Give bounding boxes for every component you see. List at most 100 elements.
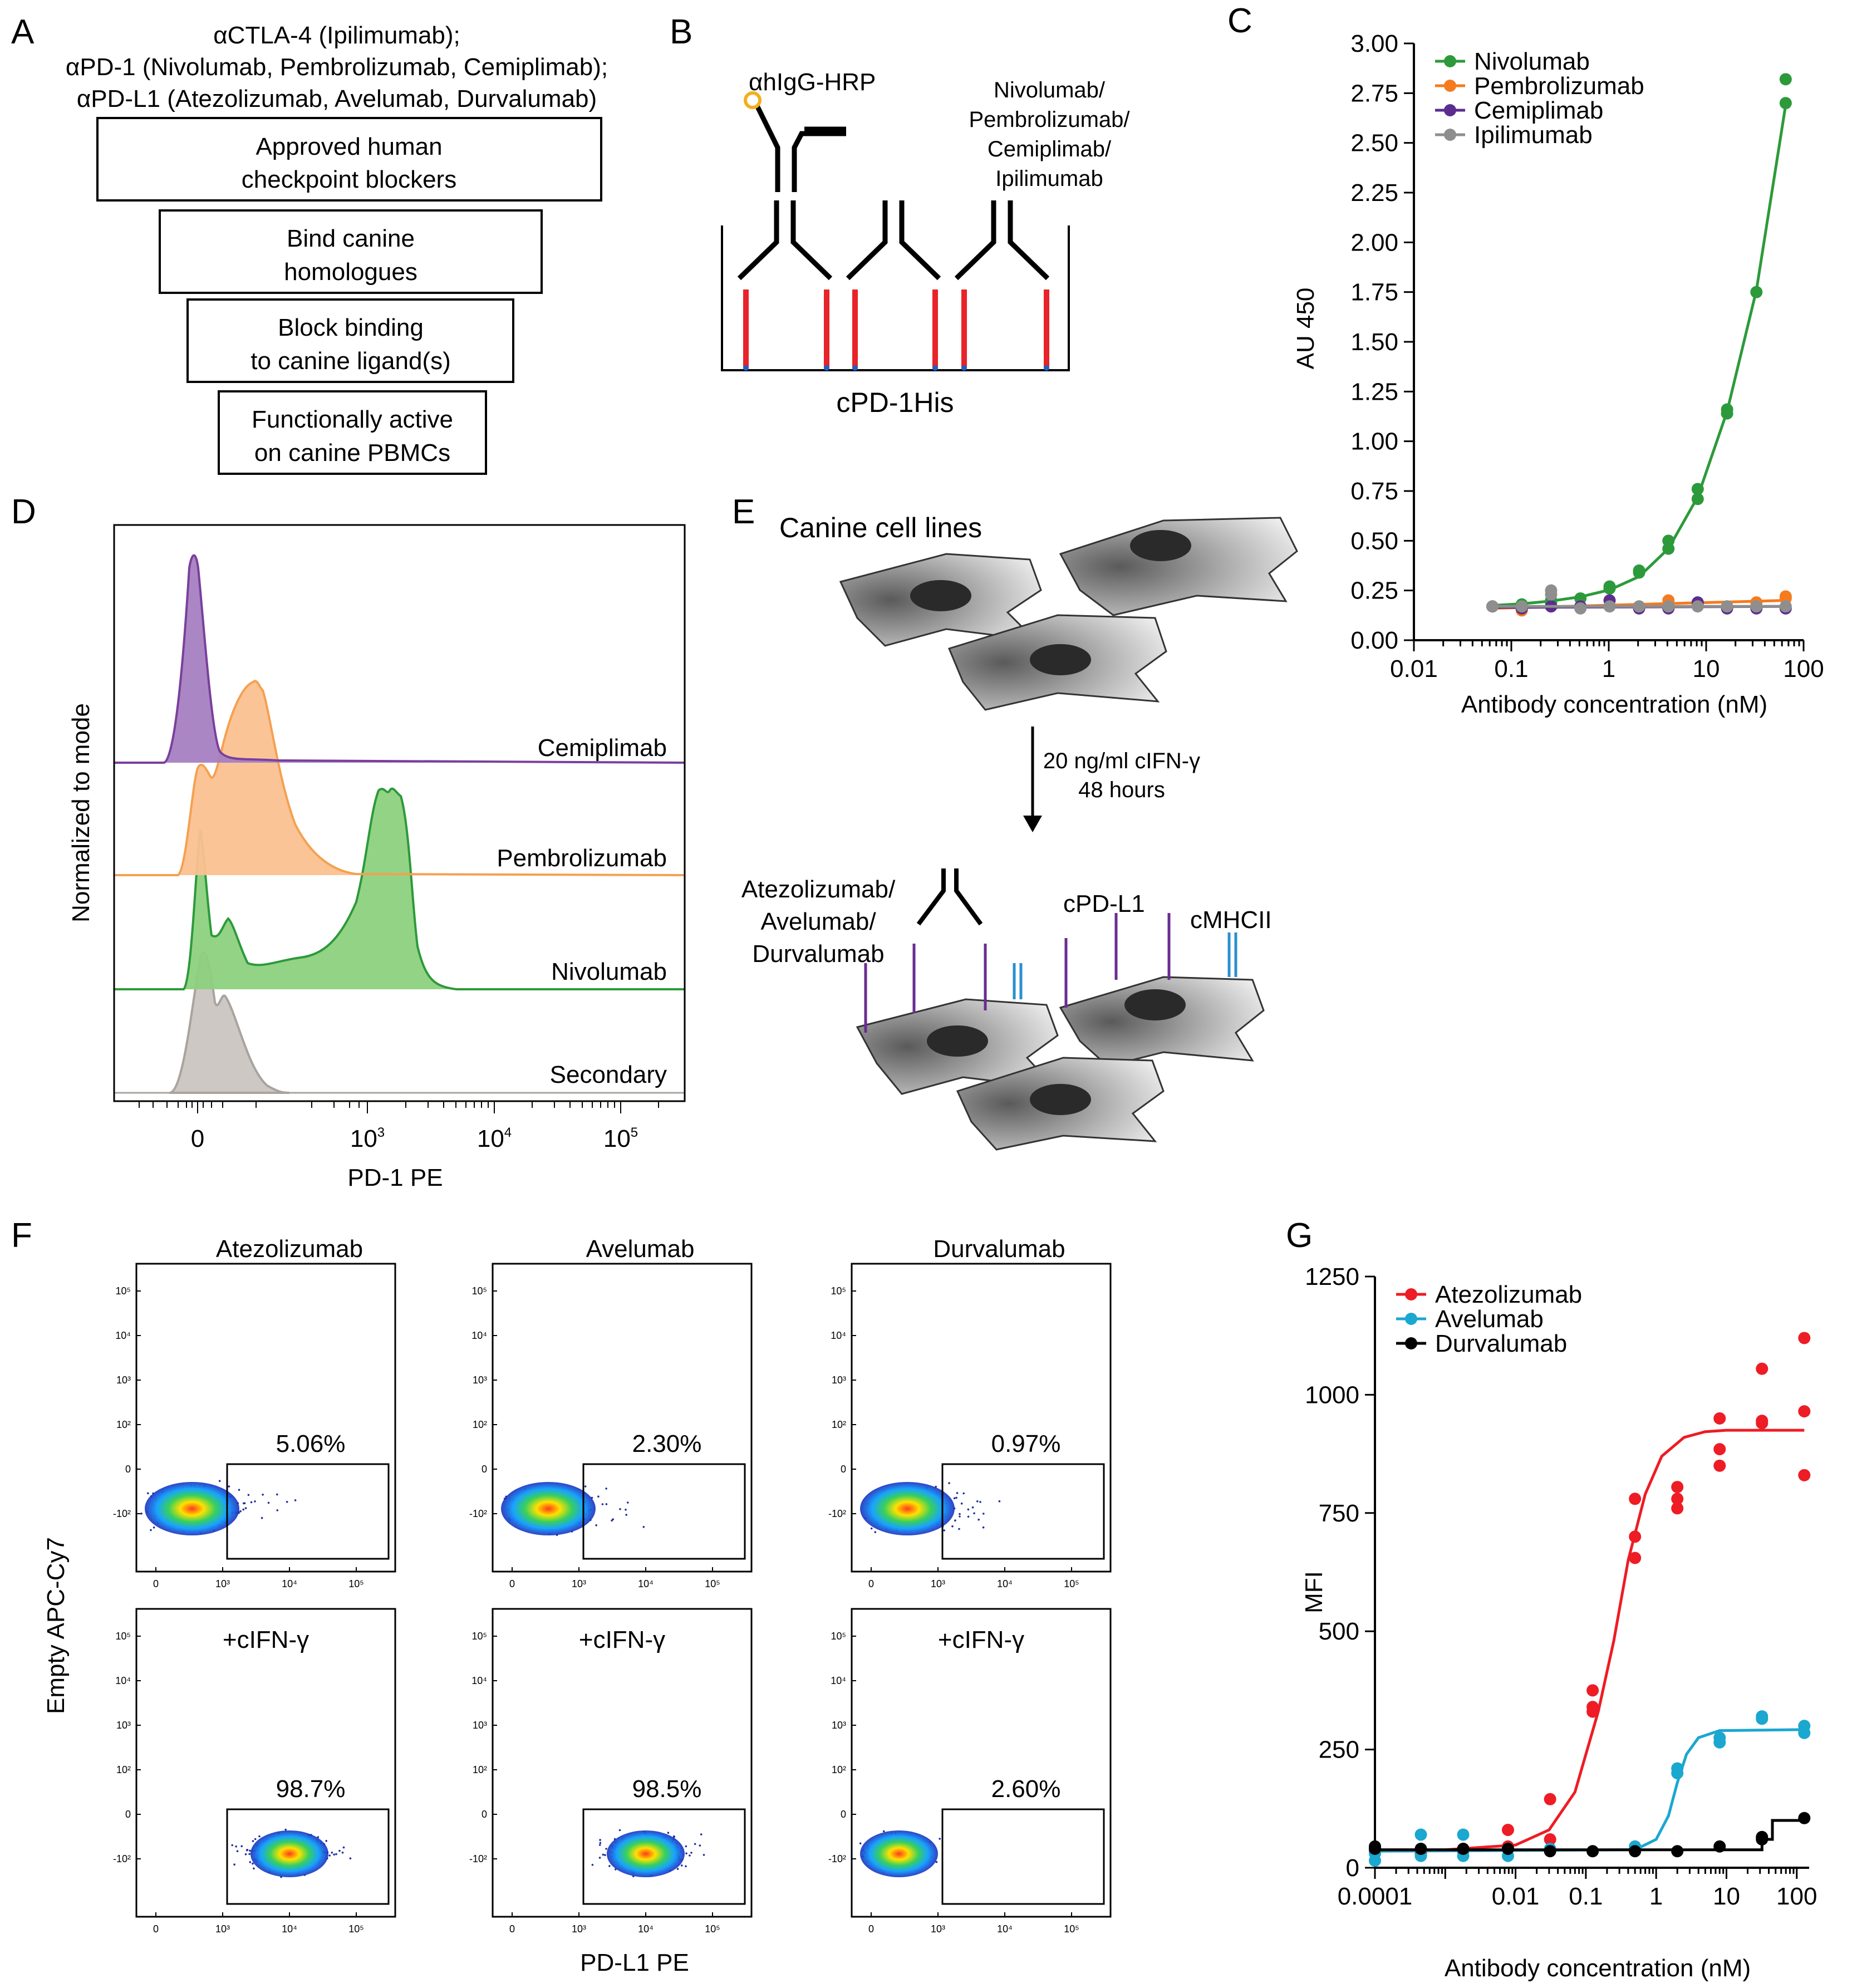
event-dot xyxy=(959,1513,961,1515)
event-dot xyxy=(245,1849,248,1852)
dot-plot-y-tick-label: 10⁴ xyxy=(471,1675,487,1686)
chart-c-xlabel: Antibody concentration (nM) xyxy=(1461,691,1767,718)
event-dot xyxy=(689,1854,691,1857)
dot-plot-y-tick-label: -10² xyxy=(469,1508,487,1519)
data-point-ipilimumab xyxy=(1691,600,1704,613)
event-dot xyxy=(962,1492,965,1495)
gate-percent: 98.5% xyxy=(632,1775,702,1803)
chart-g-y-tick-label: 750 xyxy=(1319,1500,1359,1527)
legend-marker-nivolumab xyxy=(1444,55,1456,67)
legend-label-nivolumab: Nivolumab xyxy=(1474,48,1590,75)
histogram-tick-100000: 105 xyxy=(603,1125,638,1152)
event-dot xyxy=(249,1849,251,1852)
chart-g-x-tick-label: 100 xyxy=(1776,1883,1817,1910)
event-dot xyxy=(619,1508,621,1510)
data-point-ipilimumab xyxy=(1633,600,1645,613)
legend-marker-pembrolizumab xyxy=(1444,80,1456,92)
event-dot xyxy=(943,1529,945,1532)
flow-box-3-line-2: to canine ligand(s) xyxy=(250,347,451,375)
dot-plot-y-tick-label: 10⁵ xyxy=(831,1631,846,1642)
histogram-cemiplimab xyxy=(114,554,685,764)
legend-label-ipilimumab: Ipilimumab xyxy=(1474,121,1593,149)
dot-plot-x-tick-label: 10⁵ xyxy=(705,1578,720,1589)
dot-plot-y-tick-label: 10³ xyxy=(473,1720,487,1731)
treatment-line-1: 20 ng/ml cIFN-γ xyxy=(1043,749,1200,773)
flow-ylabel: Empty APC-Cy7 xyxy=(42,1537,70,1714)
gate-percent: 0.97% xyxy=(991,1430,1061,1457)
event-dot xyxy=(267,1501,270,1504)
ifn-treatment-label: +cIFN-γ xyxy=(579,1626,665,1653)
panel-e: E Canine cell lines 20 ng/ml cIFN-γ 48 h… xyxy=(732,493,1298,1151)
event-dot xyxy=(948,1482,950,1484)
flow-box-1 xyxy=(96,117,602,202)
data-point-atezolizumab xyxy=(1671,1481,1684,1494)
dot-plot-y-tick-label: -10² xyxy=(113,1853,131,1864)
dot-plot-y-tick-label: 10⁴ xyxy=(831,1330,846,1341)
histogram-xlabel: PD-1 PE xyxy=(347,1164,443,1191)
dot-plot-y-tick-label: 0 xyxy=(482,1809,487,1820)
data-point-ipilimumab xyxy=(1486,600,1499,613)
event-dot xyxy=(325,1840,327,1842)
data-point-ipilimumab xyxy=(1574,602,1587,615)
event-dot xyxy=(286,1501,288,1503)
cells-treated xyxy=(856,976,1265,1151)
event-dot xyxy=(236,1850,239,1852)
flow-box-3 xyxy=(186,298,514,383)
event-dot xyxy=(601,1503,604,1505)
event-dot xyxy=(960,1503,963,1505)
data-point-atezolizumab xyxy=(1586,1701,1599,1714)
data-point-ipilimumab xyxy=(1662,600,1675,613)
legend-label-avelumab: Avelumab xyxy=(1435,1305,1544,1333)
dot-plot-x-tick-label: 10⁴ xyxy=(638,1578,654,1589)
event-dot xyxy=(341,1852,344,1854)
data-point-atezolizumab xyxy=(1544,1793,1556,1805)
event-dot xyxy=(247,1494,250,1496)
histogram-tick-10000: 104 xyxy=(477,1125,512,1152)
dot-plot-x-tick-label: 10⁵ xyxy=(1064,1923,1079,1935)
event-dot xyxy=(261,1516,263,1519)
legend-label-pembrolizumab: Pembrolizumab xyxy=(1474,72,1644,100)
dot-plot-y-tick-label: 10⁴ xyxy=(831,1675,846,1686)
data-point-atezolizumab xyxy=(1671,1502,1684,1515)
event-dot xyxy=(349,1857,352,1859)
event-dot xyxy=(977,1518,980,1521)
data-point-avelumab xyxy=(1756,1712,1769,1725)
panel-a-header-line-1: αCTLA-4 (Ipilimumab); xyxy=(213,22,460,49)
event-dot xyxy=(253,1867,255,1870)
event-dot xyxy=(954,1519,956,1521)
data-point-durvalumab xyxy=(1756,1833,1769,1846)
data-point-atezolizumab xyxy=(1586,1684,1599,1697)
data-point-durvalumab xyxy=(1798,1812,1811,1824)
panel-a-header-line-2: αPD-1 (Nivolumab, Pembrolizumab, Cemipli… xyxy=(66,53,608,81)
dot-plot-y-tick-label: -10² xyxy=(828,1853,846,1864)
event-dot xyxy=(243,1502,246,1504)
event-dot xyxy=(685,1865,687,1868)
panel-letter-g: G xyxy=(1286,1216,1313,1255)
dot-plot-x-tick-label: 10⁵ xyxy=(348,1923,363,1935)
data-point-durvalumab xyxy=(1457,1843,1470,1856)
data-point-durvalumab xyxy=(1414,1843,1427,1856)
data-point-avelumab xyxy=(1457,1828,1470,1841)
chart-g-xlabel: Antibody concentration (nM) xyxy=(1445,1955,1751,1982)
dot-plot-y-tick-label: 0 xyxy=(841,1464,846,1475)
chart-g-y-tick-label: 1250 xyxy=(1305,1263,1359,1290)
event-dot xyxy=(599,1839,601,1841)
hrp-enzyme xyxy=(744,91,762,109)
panel-a: A αCTLA-4 (Ipilimumab); αPD-1 (Nivolumab… xyxy=(11,13,608,475)
event-dot xyxy=(935,1861,938,1863)
pdl1-label: cPD-L1 xyxy=(1063,890,1145,917)
data-point-durvalumab xyxy=(1629,1845,1642,1858)
event-dot xyxy=(953,1497,956,1500)
event-dot xyxy=(967,1508,970,1511)
chart-g-x-tick-label: 0.0001 xyxy=(1338,1883,1413,1910)
event-dot xyxy=(699,1844,701,1847)
dot-plot-y-tick-label: 0 xyxy=(482,1464,487,1475)
flow-col-title-1: Atezolizumab xyxy=(216,1235,363,1263)
event-dot xyxy=(276,1509,279,1511)
gate-box xyxy=(941,1463,1105,1560)
pdl1-markers xyxy=(864,913,1171,1033)
event-dot xyxy=(956,1492,959,1494)
data-point-durvalumab xyxy=(1586,1845,1599,1858)
event-dot xyxy=(625,1509,627,1511)
dot-plot-y-tick-label: 10³ xyxy=(832,1375,846,1386)
